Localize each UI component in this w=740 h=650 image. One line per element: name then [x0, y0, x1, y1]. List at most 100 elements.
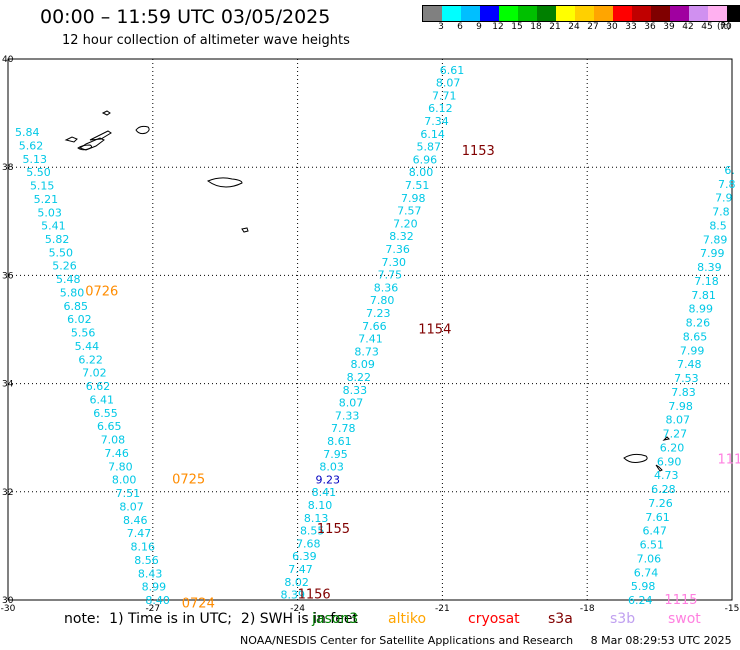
wave-height-label: 7.26 — [648, 497, 673, 510]
wave-height-label: 5.82 — [45, 233, 70, 246]
wave-height-label: 5.26 — [52, 260, 77, 273]
legend-swatch — [575, 6, 594, 21]
wave-height-label: 7.8 — [712, 206, 730, 219]
pass-time-label: 1156 — [298, 588, 331, 603]
wave-height-label: 8.10 — [308, 499, 333, 512]
color-scale-labels: 3 6 9 12 15 18 21 24 27 30 33 36 39 42 45 70 — [422, 22, 732, 34]
wave-height-label: 7.34 — [424, 115, 449, 128]
legend-label: 27 — [587, 22, 599, 32]
wave-height-label: 8.16 — [130, 541, 155, 554]
wave-height-label: 5.50 — [49, 246, 74, 259]
wave-height-label: 7.61 — [645, 511, 670, 524]
wave-height-label: 8.13 — [304, 512, 329, 525]
y-tick-label: 36 — [2, 271, 14, 281]
legend-swatch — [518, 6, 537, 21]
wave-height-label: 6. — [724, 164, 735, 177]
island-outline — [655, 464, 663, 472]
wave-height-label: 5.50 — [26, 166, 51, 179]
island-outline — [206, 177, 243, 188]
pass-time-label: 1115 — [664, 593, 697, 608]
wave-height-label: 8.33 — [343, 384, 368, 397]
legend-swatch — [727, 6, 740, 21]
wave-height-label: 8.07 — [339, 397, 364, 410]
legend-swatch — [632, 6, 651, 21]
wave-height-label: 8.73 — [354, 345, 379, 358]
wave-height-label: 7.71 — [432, 89, 457, 102]
wave-height-label: 5.98 — [631, 580, 656, 593]
wave-height-label: 8.65 — [683, 330, 708, 343]
wave-height-label: 6.65 — [97, 420, 122, 433]
legend-label: 18 — [530, 22, 542, 32]
wave-height-label: 6.51 — [640, 539, 665, 552]
wave-height-label: 7.80 — [370, 294, 395, 307]
legend-swatch — [461, 6, 480, 21]
wave-height-label: 7.23 — [366, 307, 391, 320]
wave-height-label: 7.78 — [331, 422, 356, 435]
legend-swatch — [613, 6, 632, 21]
legend-label: 42 — [682, 22, 694, 32]
wave-height-label: 7.57 — [397, 205, 422, 218]
wave-height-label: 7.51 — [116, 487, 141, 500]
wave-height-label: 7.8 — [718, 178, 736, 191]
wave-height-label: 7.47 — [288, 563, 313, 576]
wave-height-label: 7.83 — [671, 386, 696, 399]
wave-height-label: 7.20 — [393, 217, 418, 230]
y-tick-label: 34 — [2, 380, 14, 390]
satellite-legend-item: jason3 — [312, 611, 359, 627]
wave-height-label: 7.53 — [674, 372, 699, 385]
wave-height-label: 7.18 — [694, 275, 719, 288]
wave-height-label: 5.56 — [71, 327, 96, 340]
wave-height-label: 5.15 — [30, 180, 55, 193]
wave-height-label: 7.02 — [82, 367, 107, 380]
legend-label: 70 — [720, 22, 732, 32]
legend-label: 24 — [568, 22, 580, 32]
island-outline — [241, 227, 249, 233]
wave-height-label: 5.87 — [416, 141, 441, 154]
legend-label: 21 — [549, 22, 561, 32]
wave-height-label: 7.98 — [401, 192, 426, 205]
wave-height-label: 8.07 — [119, 500, 144, 513]
x-tick-label: -21 — [435, 604, 450, 614]
legend-label: 15 — [511, 22, 523, 32]
wave-height-label: 6.96 — [413, 153, 438, 166]
wave-height-label: 6.55 — [93, 407, 118, 420]
color-scale-unit: (ft) — [717, 22, 731, 32]
wave-height-label: 6.20 — [660, 441, 685, 454]
island-outline — [64, 136, 78, 143]
legend-swatch — [480, 6, 499, 21]
wave-height-label: 7.66 — [362, 320, 387, 333]
wave-height-label: 7.75 — [378, 269, 403, 282]
page-subtitle: 12 hour collection of altimeter wave hei… — [62, 33, 350, 48]
wave-height-label: 8.26 — [686, 317, 711, 330]
island-outline — [77, 144, 93, 151]
wave-height-label: 6.47 — [642, 525, 667, 538]
wave-height-label: 5.21 — [34, 193, 59, 206]
wave-height-label: 5.48 — [56, 273, 81, 286]
satellite-legend-item: altiko — [388, 611, 427, 627]
legend-label: 12 — [492, 22, 504, 32]
wave-height-label: 5.13 — [23, 153, 48, 166]
wave-height-label: 8.43 — [138, 567, 163, 580]
wave-height-label: 6.61 — [440, 64, 465, 77]
wave-height-label: 6.28 — [651, 483, 676, 496]
wave-height-label: 9.23 — [315, 473, 340, 486]
wave-height-label: 7.81 — [691, 289, 716, 302]
wave-height-label: 6.14 — [420, 128, 445, 141]
wave-height-label: 6.02 — [67, 313, 92, 326]
legend-label: 45 — [701, 22, 713, 32]
legend-swatch — [670, 6, 689, 21]
y-tick-label: 38 — [2, 163, 14, 173]
legend-swatch — [556, 6, 575, 21]
wave-height-label: 6.24 — [628, 594, 653, 607]
wave-height-label: 8.99 — [142, 581, 167, 594]
wave-height-label: 8.00 — [112, 474, 137, 487]
legend-swatch — [537, 6, 556, 21]
x-tick-label: -18 — [580, 604, 595, 614]
wave-height-label: 7.08 — [101, 434, 126, 447]
legend-label: 39 — [663, 22, 675, 32]
legend-swatch — [499, 6, 518, 21]
wave-height-label: 5.62 — [19, 139, 44, 152]
x-tick-label: -27 — [145, 604, 160, 614]
wave-height-label: 7.36 — [385, 243, 410, 256]
legend-swatch — [594, 6, 613, 21]
